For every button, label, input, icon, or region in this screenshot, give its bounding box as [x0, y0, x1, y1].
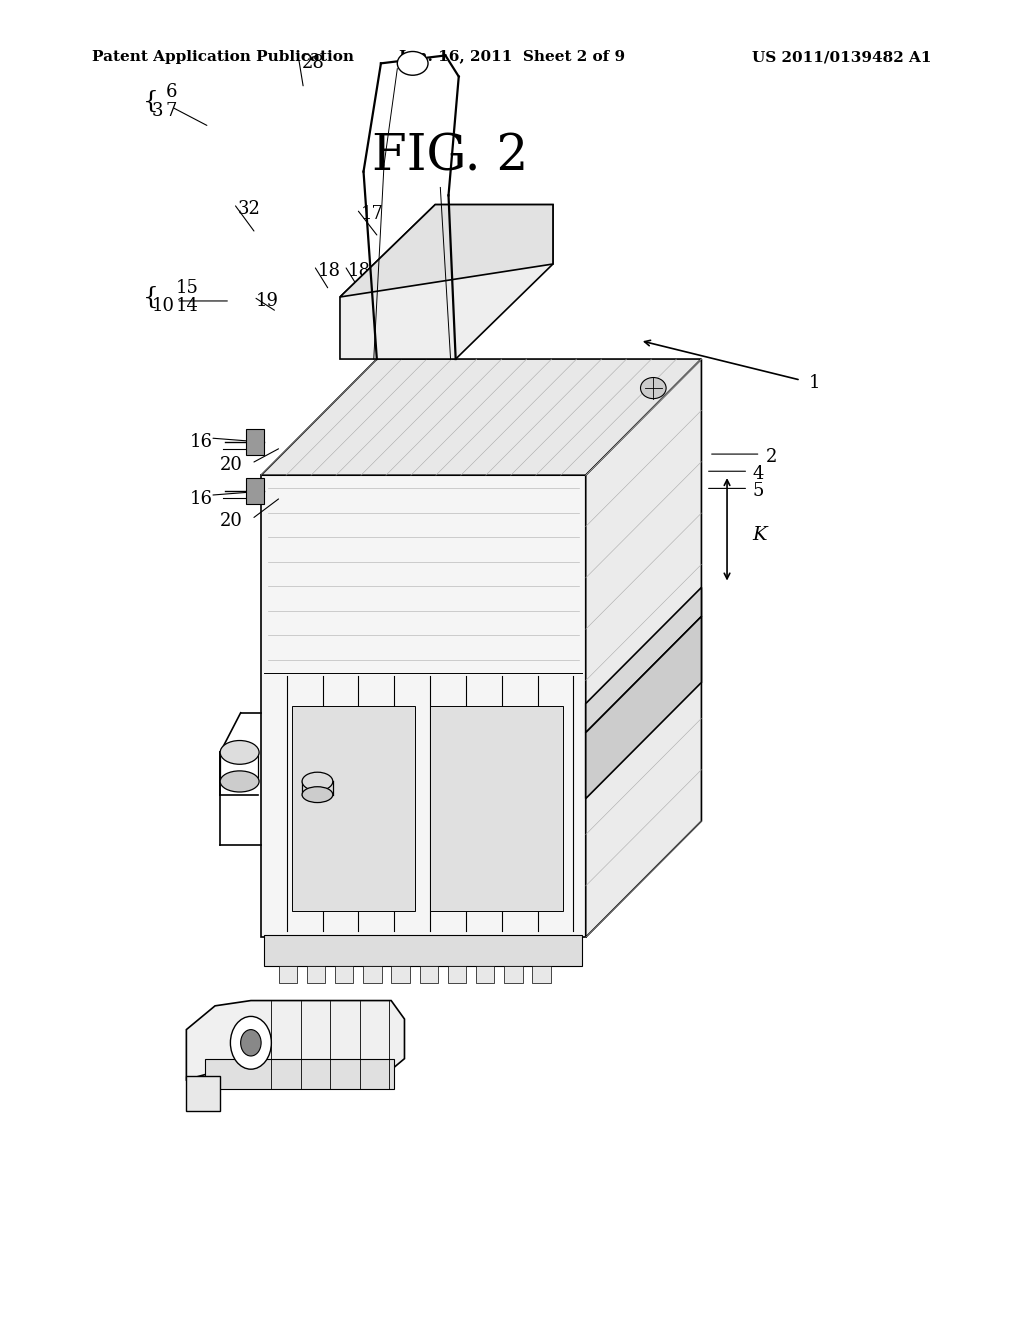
Polygon shape	[186, 1076, 220, 1111]
Text: 12: 12	[397, 279, 420, 297]
Text: 10: 10	[152, 297, 174, 315]
Polygon shape	[586, 587, 701, 733]
Polygon shape	[504, 966, 522, 983]
Text: 19: 19	[256, 292, 279, 310]
Text: 16: 16	[189, 433, 212, 451]
Polygon shape	[391, 966, 410, 983]
Text: US 2011/0139482 A1: US 2011/0139482 A1	[753, 50, 932, 65]
Polygon shape	[532, 966, 551, 983]
Text: 5: 5	[753, 482, 764, 500]
Text: 2: 2	[766, 447, 777, 466]
Text: 15: 15	[176, 279, 199, 297]
Text: 1: 1	[809, 374, 820, 392]
Polygon shape	[264, 935, 582, 966]
Ellipse shape	[641, 378, 666, 399]
Ellipse shape	[220, 771, 259, 792]
Polygon shape	[586, 359, 701, 937]
Ellipse shape	[302, 787, 333, 803]
Text: FIG. 2: FIG. 2	[373, 132, 528, 181]
Text: 14: 14	[176, 297, 199, 315]
Text: 4: 4	[753, 465, 764, 483]
Text: 18: 18	[348, 261, 371, 280]
FancyBboxPatch shape	[430, 706, 563, 911]
Polygon shape	[335, 966, 353, 983]
Polygon shape	[364, 966, 382, 983]
Text: 6: 6	[166, 83, 177, 102]
Circle shape	[241, 1030, 261, 1056]
Polygon shape	[186, 1001, 404, 1080]
Polygon shape	[420, 966, 438, 983]
Text: 9: 9	[420, 261, 431, 280]
Text: 28: 28	[302, 54, 325, 73]
Text: 13: 13	[408, 261, 430, 280]
Text: Jun. 16, 2011  Sheet 2 of 9: Jun. 16, 2011 Sheet 2 of 9	[398, 50, 626, 65]
Text: 7: 7	[166, 102, 177, 120]
Polygon shape	[279, 966, 297, 983]
Polygon shape	[476, 966, 495, 983]
Text: {: {	[143, 285, 160, 309]
Text: 17: 17	[360, 205, 383, 223]
Text: 16: 16	[189, 490, 212, 508]
Ellipse shape	[302, 772, 333, 791]
Polygon shape	[246, 478, 264, 504]
Text: 20: 20	[220, 455, 243, 474]
Ellipse shape	[397, 51, 428, 75]
Polygon shape	[205, 1059, 394, 1089]
Text: {: {	[143, 90, 160, 114]
Polygon shape	[246, 429, 264, 455]
Polygon shape	[586, 616, 701, 799]
FancyBboxPatch shape	[292, 706, 415, 911]
Text: 32: 32	[238, 199, 260, 218]
Polygon shape	[340, 205, 553, 297]
Text: K: K	[753, 525, 767, 544]
Polygon shape	[340, 205, 553, 359]
Text: 18: 18	[317, 261, 340, 280]
Text: 8: 8	[469, 279, 480, 297]
Polygon shape	[307, 966, 326, 983]
Text: 3: 3	[152, 102, 163, 120]
Ellipse shape	[220, 741, 259, 764]
Polygon shape	[447, 966, 466, 983]
Polygon shape	[261, 359, 701, 475]
Polygon shape	[261, 475, 586, 937]
Text: Patent Application Publication: Patent Application Publication	[92, 50, 354, 65]
Circle shape	[230, 1016, 271, 1069]
Text: 20: 20	[220, 512, 243, 531]
